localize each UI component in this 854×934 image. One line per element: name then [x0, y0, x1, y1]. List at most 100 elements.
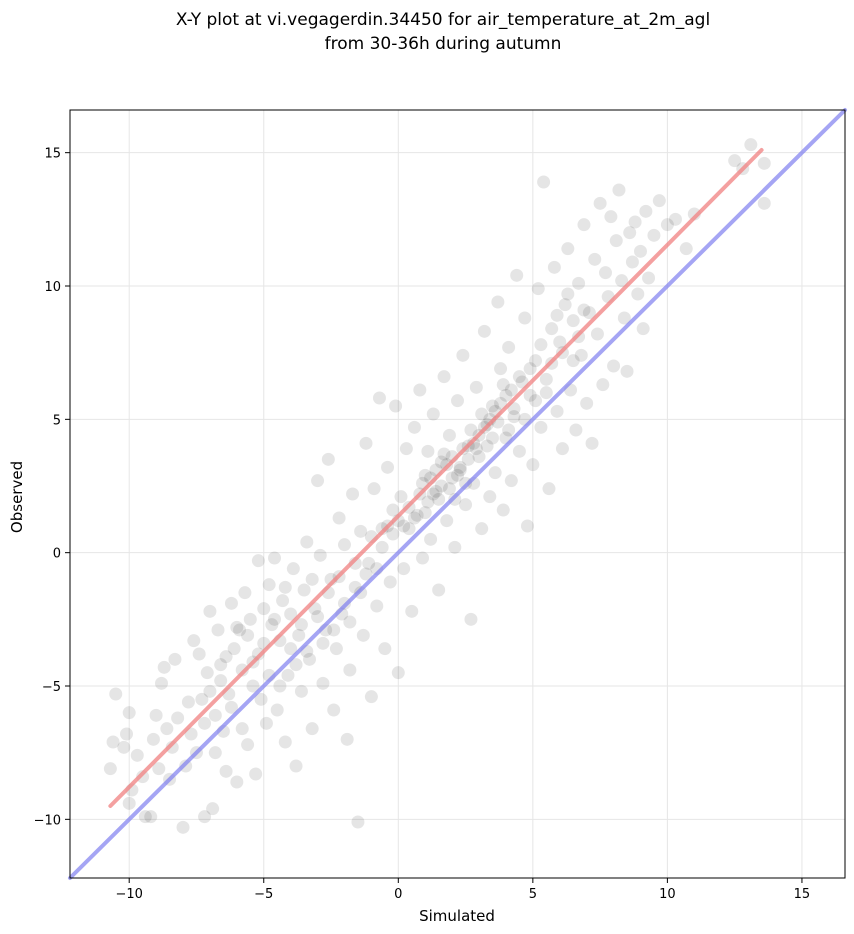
- data-point: [351, 815, 365, 829]
- data-point: [531, 282, 545, 296]
- data-point: [294, 618, 308, 632]
- data-point: [453, 460, 467, 474]
- data-point: [343, 663, 357, 677]
- data-point: [362, 556, 376, 570]
- data-point: [467, 436, 481, 450]
- data-point: [434, 479, 448, 493]
- data-point: [270, 703, 284, 717]
- data-point: [451, 394, 464, 408]
- data-point: [214, 674, 228, 688]
- data-point: [122, 706, 136, 720]
- data-point: [300, 535, 314, 549]
- data-point: [397, 562, 411, 576]
- data-point: [485, 431, 499, 445]
- data-point: [305, 722, 319, 736]
- data-point: [305, 572, 319, 586]
- data-point: [442, 482, 456, 496]
- data-point: [257, 602, 271, 616]
- data-point: [523, 388, 537, 402]
- data-point: [402, 522, 416, 536]
- data-point: [625, 255, 639, 269]
- data-point: [590, 327, 604, 341]
- x-tick-label: −5: [254, 887, 273, 902]
- data-point: [329, 642, 343, 656]
- data-point: [504, 383, 518, 397]
- data-point: [596, 378, 610, 392]
- y-tick-label: 5: [53, 413, 61, 428]
- data-point: [292, 628, 306, 642]
- data-point: [359, 436, 373, 450]
- data-point: [359, 567, 373, 581]
- data-point: [198, 810, 212, 824]
- data-point: [512, 370, 526, 384]
- data-point: [599, 266, 613, 280]
- data-point: [157, 660, 171, 674]
- data-point: [534, 338, 548, 352]
- data-point: [421, 444, 435, 458]
- data-point: [187, 634, 201, 648]
- data-point: [208, 746, 222, 760]
- data-point: [181, 695, 195, 709]
- data-point: [313, 548, 327, 562]
- data-point: [631, 287, 645, 301]
- data-point: [569, 423, 583, 437]
- data-point: [424, 532, 438, 546]
- data-point: [642, 271, 656, 285]
- data-point: [534, 420, 548, 434]
- data-point: [553, 335, 567, 349]
- data-point: [456, 348, 470, 362]
- data-point: [647, 228, 661, 242]
- data-point: [432, 492, 446, 506]
- data-point: [195, 692, 209, 706]
- data-point: [502, 423, 516, 437]
- data-point: [668, 212, 682, 226]
- y-tick-label: 0: [53, 547, 61, 562]
- x-tick-label: 5: [529, 887, 537, 902]
- data-point: [617, 311, 631, 325]
- identity-line: [68, 108, 847, 880]
- data-point: [364, 690, 378, 704]
- data-point: [526, 458, 540, 472]
- data-point: [502, 340, 516, 354]
- data-point: [628, 215, 642, 229]
- data-point: [106, 735, 120, 749]
- data-point: [208, 708, 222, 722]
- data-point: [154, 676, 168, 690]
- data-point: [577, 303, 591, 317]
- data-point: [480, 439, 494, 453]
- y-axis-label: Observed: [8, 461, 26, 533]
- data-point: [378, 642, 392, 656]
- data-point: [529, 354, 543, 368]
- data-point: [230, 620, 244, 634]
- data-point: [469, 380, 483, 394]
- data-point: [241, 738, 255, 752]
- data-point: [488, 466, 502, 480]
- data-point: [475, 407, 489, 421]
- data-point: [580, 396, 594, 410]
- data-point: [327, 703, 341, 717]
- data-point: [138, 810, 152, 824]
- data-point: [224, 700, 238, 714]
- data-point: [407, 420, 421, 434]
- data-point: [281, 668, 295, 682]
- data-point: [585, 436, 599, 450]
- data-point: [453, 463, 467, 477]
- data-point: [289, 759, 303, 773]
- plot-frame: [69, 109, 846, 879]
- data-point: [297, 583, 311, 597]
- data-point: [233, 623, 247, 637]
- data-point: [483, 490, 497, 504]
- x-tick-label: 0: [394, 887, 402, 902]
- data-point: [469, 442, 483, 456]
- chart-subtitle: from 30-36h during autumn: [325, 34, 562, 54]
- data-point: [652, 194, 666, 208]
- data-point: [633, 244, 647, 258]
- data-point: [249, 767, 263, 781]
- data-point: [273, 679, 287, 693]
- data-point: [410, 508, 424, 522]
- data-point: [198, 716, 212, 730]
- data-point: [448, 540, 462, 554]
- data-point: [550, 308, 564, 322]
- data-point: [200, 666, 214, 680]
- data-point: [375, 540, 389, 554]
